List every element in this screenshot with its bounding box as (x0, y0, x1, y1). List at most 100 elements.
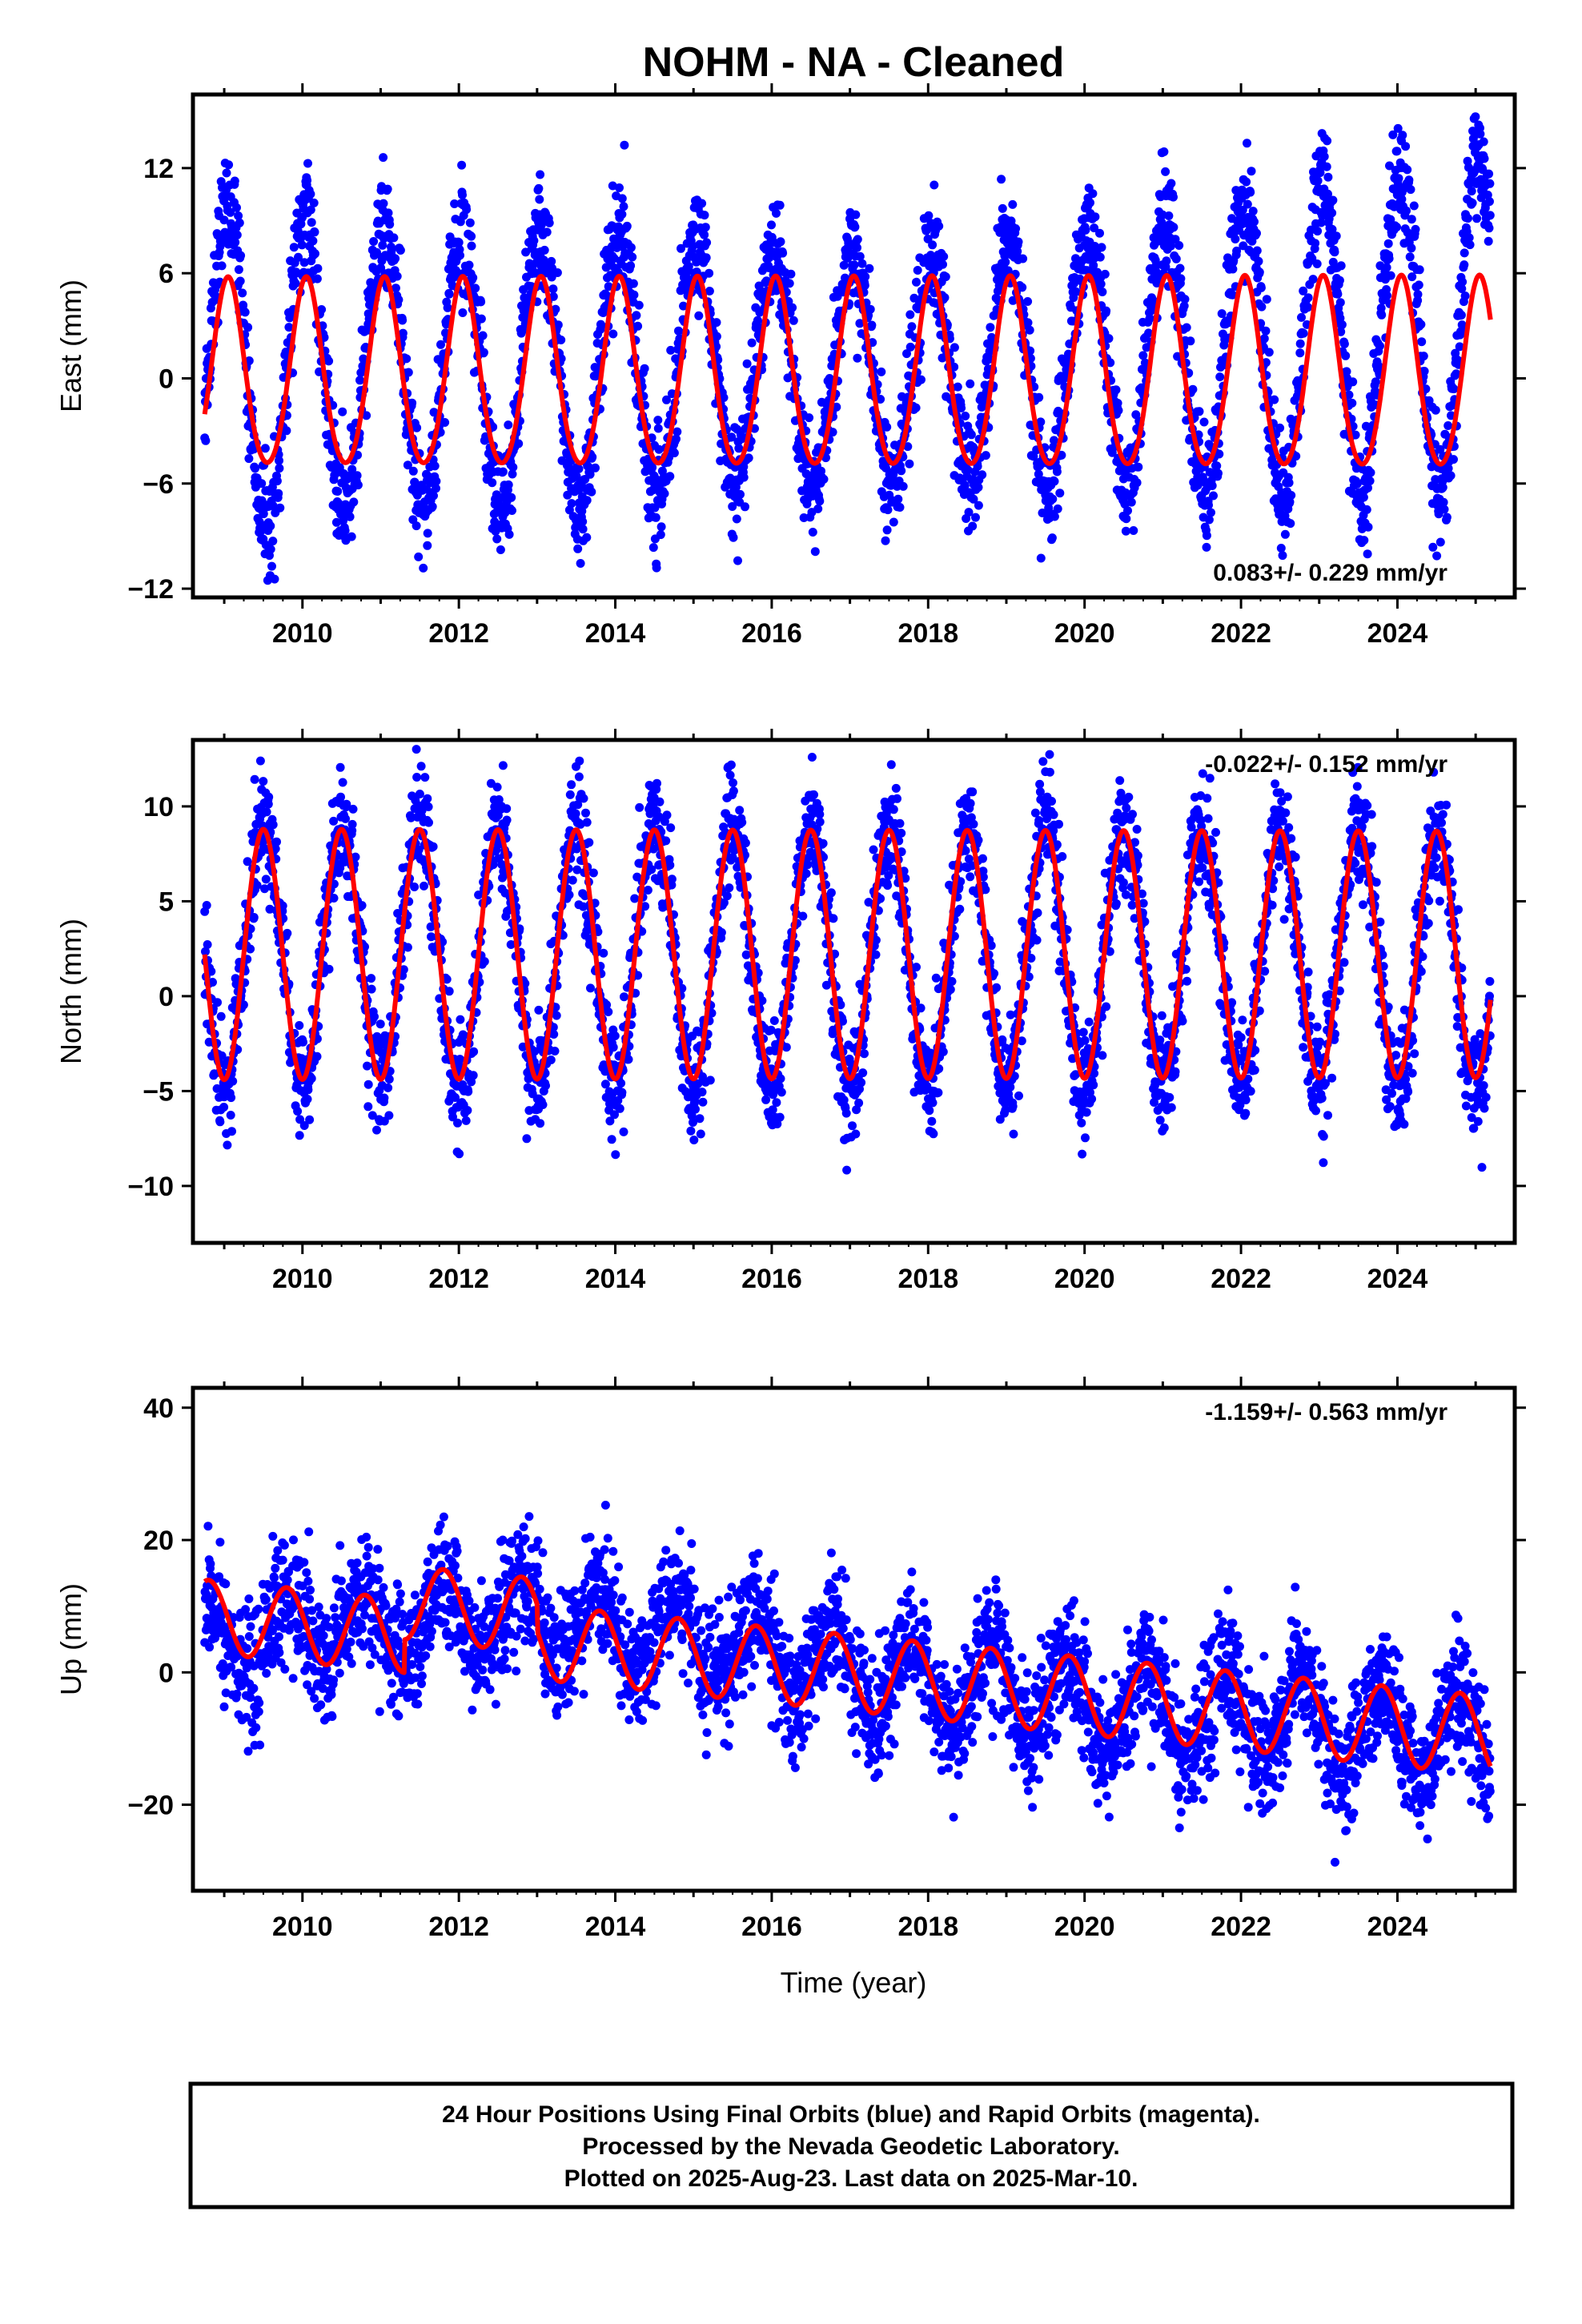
east-data-point (1169, 223, 1178, 232)
north-data-point (480, 957, 489, 967)
north-data-point (582, 818, 592, 827)
east-data-point (1217, 309, 1227, 319)
east-data-point (629, 290, 639, 300)
east-data-point (917, 375, 926, 384)
east-data-point (1394, 174, 1403, 183)
east-data-point (1443, 421, 1453, 430)
east-data-point (772, 208, 781, 218)
east-data-point (542, 227, 552, 237)
east-data-point (457, 160, 467, 170)
east-data-point (1159, 147, 1169, 156)
north-data-point (666, 823, 676, 833)
north-data-point (492, 782, 502, 792)
north-data-point (372, 1125, 381, 1135)
east-data-point (747, 338, 757, 348)
east-data-point (689, 241, 697, 251)
east-data-point (825, 374, 834, 383)
east-data-point (340, 526, 350, 536)
east-data-point (893, 494, 903, 504)
north-data-point (617, 1088, 627, 1097)
north-data-point (226, 1111, 235, 1120)
east-data-point (391, 254, 400, 263)
east-data-point (1270, 395, 1279, 404)
north-data-point (498, 761, 508, 770)
north-data-point (588, 868, 598, 878)
east-data-point (968, 521, 978, 531)
north-data-point (268, 820, 278, 830)
east-data-point (1048, 494, 1058, 504)
east-data-point (1114, 406, 1123, 415)
east-data-point (548, 284, 558, 294)
east-data-point (1287, 491, 1296, 500)
east-data-point (656, 530, 665, 540)
east-data-point (423, 541, 432, 550)
east-data-point (219, 215, 229, 225)
east-data-point (1383, 291, 1391, 300)
east-data-point (476, 297, 486, 307)
east-data-point (712, 332, 721, 341)
east-data-point (308, 236, 318, 246)
east-data-point (1386, 271, 1395, 280)
north-data-point (264, 792, 274, 802)
east-data-point (1214, 468, 1223, 478)
east-data-point (1327, 208, 1337, 218)
east-data-point (744, 453, 753, 463)
north-data-point (424, 802, 433, 811)
east-data-point (604, 282, 613, 292)
east-data-point (1055, 489, 1065, 498)
east-data-point (1098, 287, 1107, 296)
north-data-point (502, 815, 512, 825)
east-data-point (547, 256, 556, 266)
east-data-point (267, 561, 276, 571)
east-data-point (504, 480, 513, 489)
east-data-point (1215, 372, 1225, 382)
east-data-point (1121, 526, 1130, 536)
east-data-point (508, 469, 517, 479)
east-data-point (966, 379, 975, 388)
east-data-point (467, 231, 476, 241)
east-data-point (849, 260, 859, 270)
east-data-point (1308, 275, 1318, 284)
east-data-point (778, 248, 788, 258)
east-data-point (974, 501, 983, 510)
north-data-point (464, 1087, 473, 1096)
east-data-point (1123, 506, 1132, 516)
north-data-point (538, 1100, 548, 1109)
east-data-point (1313, 227, 1323, 236)
north-data-point (375, 1019, 385, 1029)
east-data-point (588, 452, 597, 462)
east-data-point (1182, 323, 1191, 332)
north-data-point (546, 1055, 556, 1064)
north-data-point (384, 1111, 394, 1120)
east-data-point (1382, 263, 1391, 272)
east-data-point (961, 412, 970, 420)
east-data-point (628, 279, 638, 288)
east-data-point (924, 211, 934, 220)
east-data-point (428, 502, 437, 512)
east-data-point (654, 444, 664, 454)
north-data-point (662, 810, 672, 820)
east-data-point (941, 272, 950, 282)
east-x-tick-label: 2014 (585, 618, 646, 649)
east-data-point (853, 243, 861, 252)
east-data-point (1034, 392, 1044, 402)
east-data-point (443, 303, 452, 312)
north-data-point (324, 964, 334, 974)
east-data-point (905, 310, 915, 320)
north-data-point (295, 1021, 304, 1030)
east-data-point (379, 153, 388, 163)
east-x-tick-label: 2020 (1054, 618, 1115, 649)
east-data-point (853, 353, 862, 363)
east-data-point (626, 261, 636, 271)
north-data-point (259, 777, 268, 786)
east-data-point (1407, 272, 1417, 282)
east-data-point (648, 463, 657, 472)
east-data-point (394, 295, 404, 304)
east-data-point (498, 467, 508, 476)
east-data-point (1348, 377, 1358, 387)
north-data-point (584, 838, 594, 847)
east-data-point (672, 434, 681, 444)
east-x-tick-label: 2012 (428, 618, 489, 649)
east-data-point (694, 311, 704, 320)
east-data-point (507, 493, 516, 502)
